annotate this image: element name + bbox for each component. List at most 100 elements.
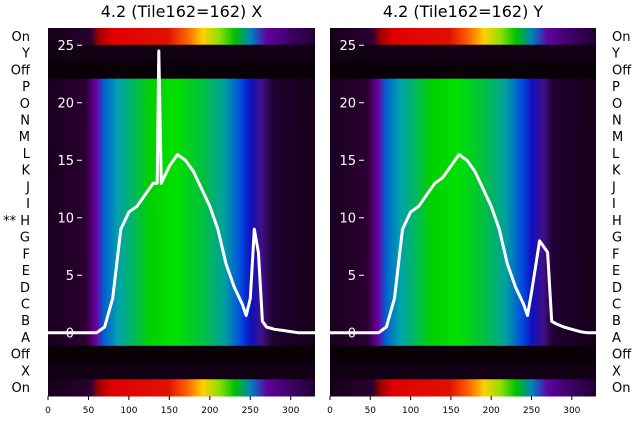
x-tick-label: 150	[442, 406, 459, 416]
x-tick-label: 300	[282, 406, 299, 416]
row-label: O	[612, 97, 622, 112]
overlay-point	[522, 302, 525, 306]
overlay-point	[261, 320, 264, 323]
overlay-point	[328, 331, 332, 334]
row-label: D	[20, 281, 30, 296]
overlay-point	[562, 325, 565, 329]
overlay-point	[506, 262, 509, 265]
y-tick-label: 25	[339, 39, 356, 54]
x-tick-label: 150	[161, 406, 178, 416]
row-label: F	[612, 247, 619, 262]
x-tick-label: 100	[402, 406, 419, 416]
overlay-point	[103, 325, 106, 329]
overlay-point	[297, 331, 301, 334]
chart-title: 4.2 (Tile162=162) X	[101, 2, 263, 21]
overlay-point	[151, 182, 155, 185]
heatmap-row-band	[48, 362, 315, 380]
overlay-point	[216, 228, 220, 231]
overlay-point	[425, 193, 428, 196]
row-label: N	[20, 114, 30, 129]
x-tick-label: 100	[120, 406, 137, 416]
row-label: Off	[11, 63, 31, 78]
row-label: A	[612, 331, 621, 346]
row-label: ** H	[3, 214, 30, 229]
row-label: K	[21, 164, 30, 179]
row-label: On	[612, 30, 630, 45]
overlay-point	[449, 164, 453, 168]
overlay-point	[224, 262, 228, 265]
heatmap-row-band	[330, 379, 596, 397]
row-label: I	[26, 197, 30, 212]
overlay-point	[441, 176, 445, 179]
overlay-point	[490, 205, 493, 208]
chart-title: 4.2 (Tile162=162) Y	[383, 2, 544, 21]
overlay-point	[594, 331, 598, 334]
row-label: Off	[612, 348, 632, 363]
overlay-point	[135, 205, 139, 208]
overlay-point	[546, 251, 549, 254]
row-label: B	[612, 314, 621, 329]
row-label: M	[612, 130, 623, 145]
heatmap-row-band	[48, 44, 315, 62]
overlay-point	[281, 329, 284, 332]
row-label: G	[20, 231, 30, 246]
row-label: L	[23, 147, 31, 162]
chart-panel-2: 4.2 (Tile162=162) YOnYOffPONMLKJIHGFEDCB…	[327, 2, 632, 416]
overlay-point	[417, 205, 420, 208]
row-label: P	[612, 80, 620, 95]
overlay-point	[232, 285, 236, 288]
row-label: D	[612, 281, 622, 296]
x-tick-label: 250	[523, 406, 540, 416]
row-label: E	[612, 264, 620, 279]
overlay-point	[249, 297, 252, 300]
y-tick-label: 10	[339, 211, 356, 226]
row-label: K	[612, 164, 621, 179]
row-label: Off	[612, 63, 632, 78]
overlay-point	[95, 331, 98, 334]
x-tick-label: 0	[45, 406, 51, 416]
overlay-point	[385, 325, 388, 329]
row-label: B	[21, 314, 30, 329]
overlay-point	[200, 187, 203, 191]
heatmap-row-band	[330, 44, 596, 62]
overlay-point	[160, 182, 163, 185]
row-label: Y	[611, 47, 620, 62]
heatmap-body	[330, 28, 596, 396]
overlay-point	[457, 153, 461, 156]
heatmap-row-band	[330, 28, 596, 46]
x-tick-label: 50	[365, 406, 377, 416]
overlay-point	[526, 314, 529, 317]
heatmap-row-band	[48, 28, 315, 46]
overlay-point	[473, 170, 477, 173]
row-label: A	[21, 331, 30, 346]
row-label: X	[21, 364, 30, 379]
overlay-point	[156, 182, 159, 185]
overlay-point	[570, 328, 574, 331]
row-label: O	[20, 97, 30, 112]
overlay-point	[168, 164, 171, 168]
overlay-point	[184, 159, 187, 162]
heatmap-row-band	[330, 362, 596, 380]
row-label: On	[612, 381, 630, 396]
overlay-point	[550, 320, 553, 323]
heatmap-row-band	[330, 345, 596, 364]
overlay-point	[465, 159, 469, 162]
overlay-point	[409, 210, 412, 214]
overlay-point	[46, 331, 50, 334]
overlay-point	[401, 228, 404, 231]
overlay-point	[192, 170, 195, 173]
overlay-point	[119, 228, 123, 231]
row-label: M	[19, 130, 30, 145]
x-tick-label: 0	[327, 406, 333, 416]
y-tick-label: 20	[339, 96, 356, 111]
row-label: F	[23, 247, 30, 262]
y-tick-label: 10	[57, 211, 74, 226]
overlay-point	[127, 210, 131, 214]
y-tick-label: 15	[339, 154, 356, 169]
row-label: E	[22, 264, 30, 279]
y-tick-label: 25	[57, 39, 74, 54]
overlay-point	[554, 322, 557, 325]
overlay-point	[176, 153, 179, 156]
